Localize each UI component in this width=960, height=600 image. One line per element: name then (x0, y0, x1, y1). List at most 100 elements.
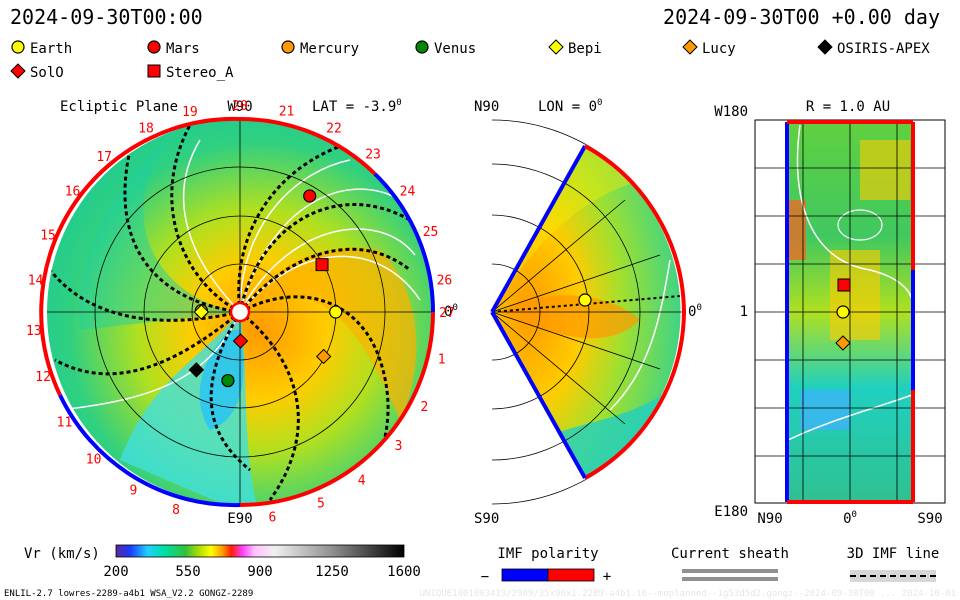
rotation-number: 23 (365, 147, 381, 162)
legend-label-mercury: Mercury (300, 41, 359, 57)
ecliptic-panel: Ecliptic Plane W90 LAT = -3.90 (26, 98, 458, 527)
imf-polarity-positive-swatch (547, 568, 595, 582)
legend: Earth Mars Mercury Venus Bepi Lucy OSIRIS-APEX… (10, 39, 930, 81)
rotation-number: 8 (172, 503, 180, 518)
ecliptic-body-lucy (315, 348, 332, 365)
meridional-bottom-label: S90 (474, 511, 499, 527)
rotation-number: 14 (28, 274, 44, 289)
ecliptic-bodies (188, 189, 343, 388)
rotation-number: 22 (326, 122, 342, 137)
radial-x-right-label: S90 (917, 511, 942, 527)
legend-label-lucy: Lucy (702, 41, 736, 57)
ecliptic-body-mars (303, 189, 317, 203)
legend-marker-bepi (548, 39, 564, 55)
radial-panel: R = 1.0 AU W180 1 E180 (714, 99, 946, 527)
rotation-number: 17 (96, 150, 112, 165)
current-sheath-swatch-top (682, 569, 778, 573)
sun-marker (229, 301, 251, 323)
legend-marker-stereo-a (147, 64, 161, 78)
legend-label-earth: Earth (30, 41, 72, 57)
legend-label-bepi: Bepi (568, 41, 602, 57)
ecliptic-body-venus (221, 373, 235, 388)
ecliptic-body-solo (232, 333, 249, 349)
imf-line-label: 3D IMF line (847, 546, 940, 562)
rotation-number: 18 (138, 122, 154, 137)
meridional-panel: N90 LON = 00 S90 00 (474, 98, 702, 527)
legend-marker-osiris-apex (817, 39, 833, 55)
radial-earth-marker (836, 305, 850, 319)
radial-x-mid-label: 00 (843, 510, 857, 527)
legend-marker-venus (415, 40, 429, 54)
radial-features (787, 124, 913, 441)
radial-x-left-label: N90 (757, 511, 782, 527)
rotation-number: 27 (439, 306, 455, 321)
ecliptic-bottom-label: E90 (227, 511, 252, 527)
rotation-number: 16 (65, 184, 81, 199)
ecliptic-right-label: 00 (444, 303, 458, 320)
rotation-number: 1 (438, 353, 446, 368)
legend-marker-earth (11, 40, 25, 54)
legend-marker-solo (10, 63, 26, 79)
ecliptic-title: Ecliptic Plane (60, 99, 178, 115)
rotation-number: 9 (129, 483, 137, 498)
rotation-number: 3 (395, 439, 403, 454)
current-sheath-swatch-bottom (682, 577, 778, 581)
legend-label-stereo-a: Stereo_A (166, 65, 234, 81)
rotation-number: 19 (182, 105, 198, 120)
legend-marker-lucy (682, 39, 698, 55)
imf-polarity-minus: − (481, 569, 489, 585)
ecliptic-lat-label: LAT = -3.90 (312, 98, 402, 115)
imf-polarity-plus: + (603, 569, 611, 585)
colorbar-tick-label: 1600 (387, 564, 421, 580)
colorbar-tick-label: 900 (247, 564, 272, 580)
rotation-number: 11 (57, 416, 73, 431)
radial-bottom-left-label: E180 (714, 504, 748, 520)
colorbar-tick-label: 1250 (315, 564, 349, 580)
meridional-lon-label: LON = 00 (538, 98, 602, 115)
rotation-number: 10 (86, 452, 102, 467)
colorbar-tick-label: 550 (175, 564, 200, 580)
rotation-number: 21 (279, 104, 295, 119)
rotation-number: 26 (437, 274, 453, 289)
header-date-left: 2024-09-30T00:00 (10, 5, 203, 29)
rotation-number: 5 (317, 497, 325, 512)
rotation-number: 20 (232, 99, 248, 114)
radial-lucy-marker (835, 335, 851, 351)
ecliptic-body-bepi (193, 304, 210, 320)
rotation-number: 4 (358, 473, 366, 488)
footer-right: UNIQUE1001003413/2989/35x90x1.2289-a4b1.… (420, 589, 956, 599)
footer-left: ENLIL-2.7 lowres-2289-a4b1 WSA_V2.2 GONG… (4, 589, 253, 599)
ecliptic-top-label: W90 (227, 99, 252, 115)
rotation-number: 24 (400, 184, 416, 199)
imf-polarity-label: IMF polarity (497, 546, 598, 562)
radial-r-label: R = 1.0 AU (806, 99, 890, 115)
meridional-earth-marker (578, 293, 592, 307)
rotation-number: 12 (35, 370, 51, 385)
legend-label-solo: SolO (30, 65, 64, 81)
legend-label-venus: Venus (434, 41, 476, 57)
current-sheath-label: Current sheath (671, 546, 789, 562)
rotation-number: 15 (40, 228, 56, 243)
colorbar (115, 544, 405, 558)
ecliptic-body-earth (329, 305, 343, 319)
header-date-right: 2024-09-30T00 +0.00 day (663, 5, 940, 29)
legend-marker-mars (147, 40, 161, 54)
imf-polarity-negative-swatch (501, 568, 549, 582)
radial-top-left-label: W180 (714, 104, 748, 120)
rotation-number: 6 (268, 510, 276, 525)
colorbar-tick-label: 200 (103, 564, 128, 580)
legend-label-osiris-apex: OSIRIS-APEX (837, 41, 930, 57)
radial-mid-left-label: 1 (740, 304, 748, 320)
radial-stereo-a-marker (837, 278, 851, 292)
ecliptic-body-stereo-a (315, 258, 329, 272)
colorbar-label: Vr (km/s) (24, 546, 100, 562)
legend-label-mars: Mars (166, 41, 200, 57)
rotation-number: 13 (26, 324, 42, 339)
rotation-number: 2 (421, 400, 429, 415)
meridional-top-label: N90 (474, 99, 499, 115)
legend-marker-mercury (281, 40, 295, 54)
colorbar-ticks: 200 550 900 1250 1600 (103, 564, 421, 580)
ecliptic-body-osiris-apex (188, 362, 205, 378)
